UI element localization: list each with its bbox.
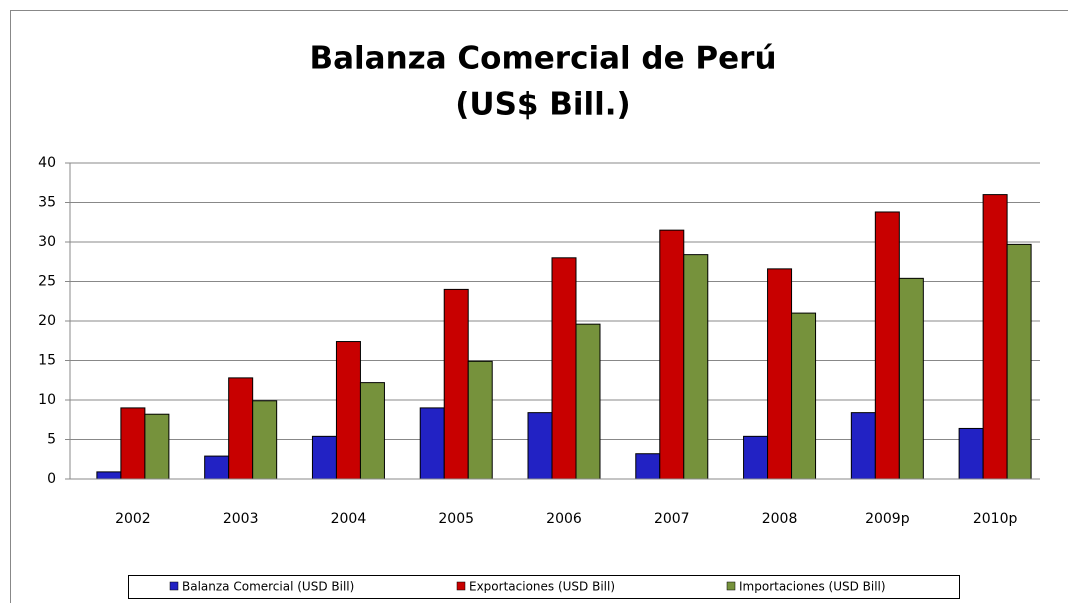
bar (850, 412, 876, 480)
x-tick-label: 2002 (115, 511, 151, 527)
legend-label: Balanza Comercial (USD Bill) (182, 580, 354, 594)
x-tick-label: 2008 (762, 511, 798, 527)
bar (527, 412, 553, 480)
bar (767, 268, 793, 480)
bar (419, 407, 445, 480)
bar (311, 435, 337, 480)
y-tick-label: 10 (38, 392, 56, 408)
legend-swatch (726, 581, 736, 591)
legend-label: Importaciones (USD Bill) (739, 580, 886, 594)
bar (874, 211, 900, 480)
bar (958, 427, 984, 480)
bar (575, 323, 601, 480)
bar (1006, 243, 1032, 480)
legend-swatch (456, 581, 466, 591)
x-tick-label: 2003 (223, 511, 259, 527)
bar (120, 407, 146, 480)
y-tick-label: 30 (38, 234, 56, 250)
chart-border (10, 10, 1068, 603)
y-tick-label: 20 (38, 313, 56, 329)
bar (791, 312, 817, 480)
bar (898, 277, 924, 480)
legend-label: Exportaciones (USD Bill) (469, 580, 615, 594)
bar (551, 257, 577, 480)
bar (635, 453, 661, 480)
x-tick-label: 2007 (654, 511, 690, 527)
y-tick-label: 25 (38, 274, 56, 290)
bar (359, 382, 385, 480)
y-tick-label: 0 (47, 471, 56, 487)
legend-swatch (169, 581, 179, 591)
bar (467, 360, 493, 480)
y-tick-label: 35 (38, 195, 56, 211)
bar (144, 413, 170, 480)
x-tick-label: 2010p (973, 511, 1018, 527)
y-tick-label: 40 (38, 155, 56, 171)
bar (96, 471, 122, 480)
chart-subtitle: (US$ Bill.) (455, 87, 630, 123)
bar (982, 194, 1008, 480)
y-tick-label: 15 (38, 353, 56, 369)
bar (743, 435, 769, 480)
x-tick-label: 2004 (331, 511, 367, 527)
bar (443, 288, 469, 480)
bar (228, 377, 254, 480)
x-tick-label: 2005 (438, 511, 474, 527)
legend-box (128, 575, 960, 599)
bar (252, 400, 278, 480)
chart-title: Balanza Comercial de Perú (309, 41, 776, 77)
bar (204, 455, 230, 480)
bar (335, 341, 361, 480)
bar (659, 229, 685, 480)
y-tick-label: 5 (47, 432, 56, 448)
x-tick-label: 2006 (546, 511, 582, 527)
x-tick-label: 2009p (865, 511, 910, 527)
bar (683, 254, 709, 480)
